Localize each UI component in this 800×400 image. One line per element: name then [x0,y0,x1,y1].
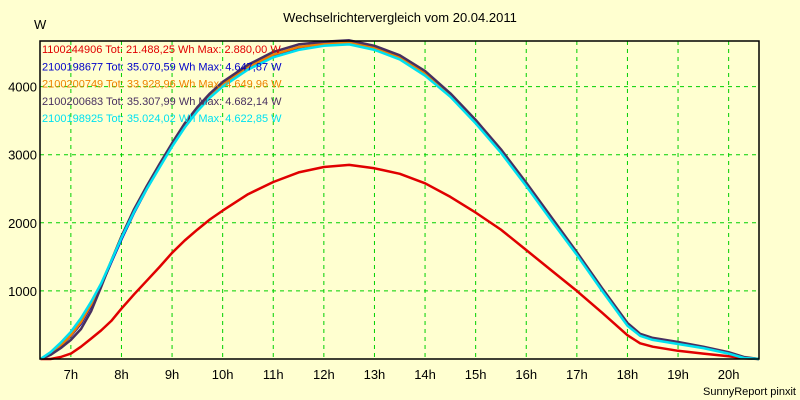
y-tick-label: 1000 [8,284,37,299]
credit-text: SunnyReport pinxit [703,386,796,398]
x-tick-label: 15h [465,367,487,382]
x-tick-label: 7h [64,367,78,382]
x-tick-label: 10h [212,367,234,382]
x-tick-label: 20h [718,367,740,382]
x-tick-label: 12h [313,367,335,382]
series-lines [39,39,760,361]
y-tick-label: 4000 [8,80,37,95]
legend-entry-2100198677: 2100198677 Tot: 35.070,59 Wh Max: 4.647,… [42,61,282,73]
x-tick-label: 13h [364,367,386,382]
grid [40,41,759,359]
chart-title: Wechselrichtervergleich vom 20.04.2011 [283,10,517,25]
plot-frame [39,40,760,360]
legend-entry-2100200749: 2100200749 Tot: 33.928,96 Wh Max: 4.649,… [42,79,282,91]
legend-entry-2100200683: 2100200683 Tot: 35.307,99 Wh Max: 4.682,… [42,96,282,108]
y-tick-label: 2000 [8,216,37,231]
x-tick-label: 18h [617,367,639,382]
series-line-1100244906 [40,163,760,361]
y-tick-label: 3000 [8,148,37,163]
legend-entry-2100198925: 2100198925 Tot: 35.024,02 Wh Max: 4.622,… [42,113,282,125]
y-axis-unit-label: W [34,17,47,32]
x-tick-label: 19h [667,367,689,382]
x-tick-label: 17h [566,367,588,382]
y-axis-ticks: 1000 2000 3000 4000 [8,80,37,299]
series-line-2100198925 [39,43,760,361]
x-tick-label: 9h [165,367,179,382]
legend-entry-1100244906: 1100244906 Tot: 21.488,25 Wh Max: 2.880,… [42,44,281,56]
x-axis-ticks: 7h 8h 9h 10h 11h 12h 13h 14h 15h 16h 17h 18h 19h 20h [64,367,740,382]
x-tick-label: 16h [515,367,537,382]
legend: 1100244906 Tot: 21.488,25 Wh Max: 2.880,… [42,44,282,125]
x-tick-label: 8h [114,367,128,382]
x-tick-label: 11h [263,367,284,382]
x-tick-label: 14h [414,367,436,382]
